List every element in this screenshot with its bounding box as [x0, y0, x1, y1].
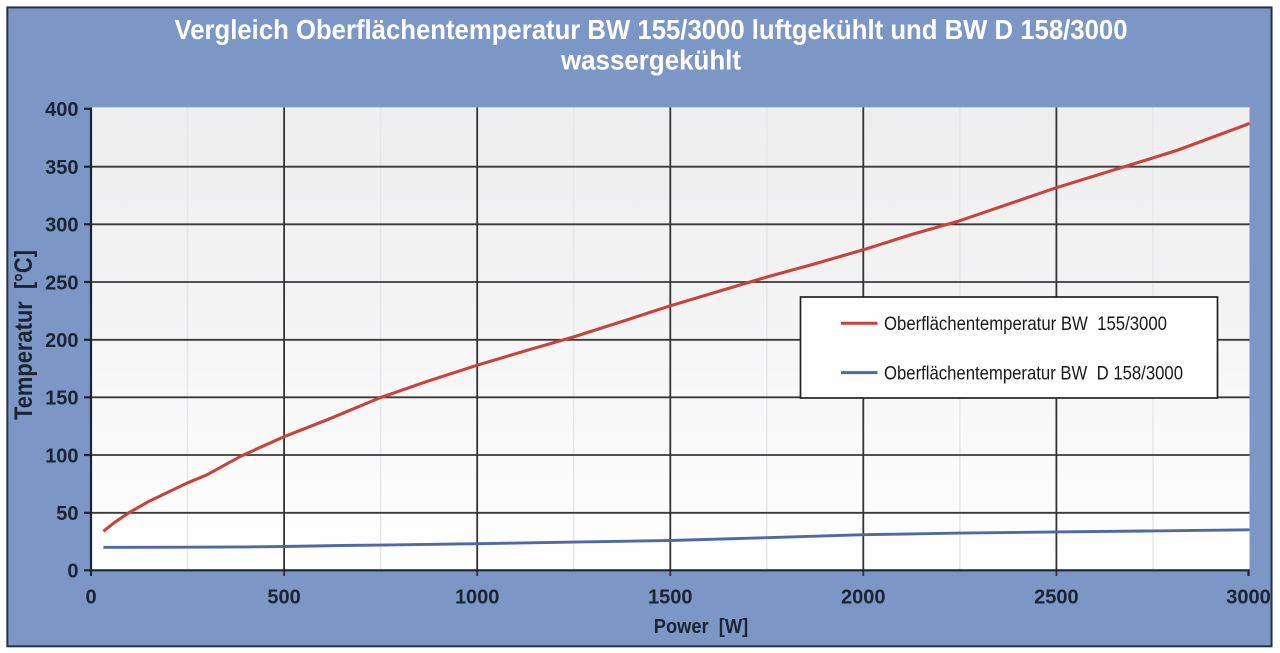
svg-text:3000: 3000 [1226, 587, 1271, 609]
svg-text:2000: 2000 [841, 587, 886, 609]
svg-text:1000: 1000 [455, 587, 500, 609]
svg-text:Oberflächentemperatur BW 155/: Oberflächentemperatur BW 155/3000 [884, 313, 1167, 335]
svg-text:0: 0 [67, 561, 78, 583]
svg-text:Temperatur [°C]: Temperatur [°C] [10, 250, 38, 420]
svg-text:500: 500 [267, 587, 300, 609]
svg-text:wassergekühlt: wassergekühlt [560, 45, 741, 76]
svg-text:400: 400 [45, 99, 78, 121]
svg-text:250: 250 [45, 272, 78, 294]
svg-text:300: 300 [45, 215, 78, 237]
svg-text:Power [W]: Power [W] [654, 615, 749, 638]
svg-text:2500: 2500 [1034, 587, 1079, 609]
svg-text:150: 150 [45, 388, 78, 410]
svg-text:100: 100 [45, 445, 78, 467]
svg-text:1500: 1500 [648, 587, 693, 609]
svg-text:Oberflächentemperatur BW D 15: Oberflächentemperatur BW D 158/3000 [884, 362, 1183, 384]
svg-text:350: 350 [45, 157, 78, 179]
svg-text:200: 200 [45, 330, 78, 352]
svg-text:0: 0 [85, 587, 96, 609]
svg-text:Vergleich Oberflächentemperatu: Vergleich Oberflächentemperatur BW 155/3… [175, 14, 1128, 45]
svg-text:50: 50 [56, 503, 78, 525]
